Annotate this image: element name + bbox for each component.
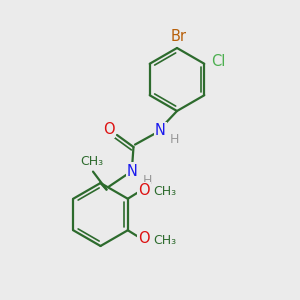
Text: O: O [103, 122, 114, 137]
Text: Br: Br [170, 29, 187, 44]
Text: Cl: Cl [212, 54, 226, 69]
Text: H: H [170, 133, 180, 146]
Text: N: N [155, 123, 166, 138]
Text: H: H [142, 174, 152, 187]
Text: CH₃: CH₃ [154, 234, 177, 247]
Text: CH₃: CH₃ [154, 185, 177, 198]
Text: N: N [127, 164, 137, 178]
Text: O: O [139, 183, 150, 198]
Text: CH₃: CH₃ [80, 154, 103, 168]
Text: O: O [139, 231, 150, 246]
